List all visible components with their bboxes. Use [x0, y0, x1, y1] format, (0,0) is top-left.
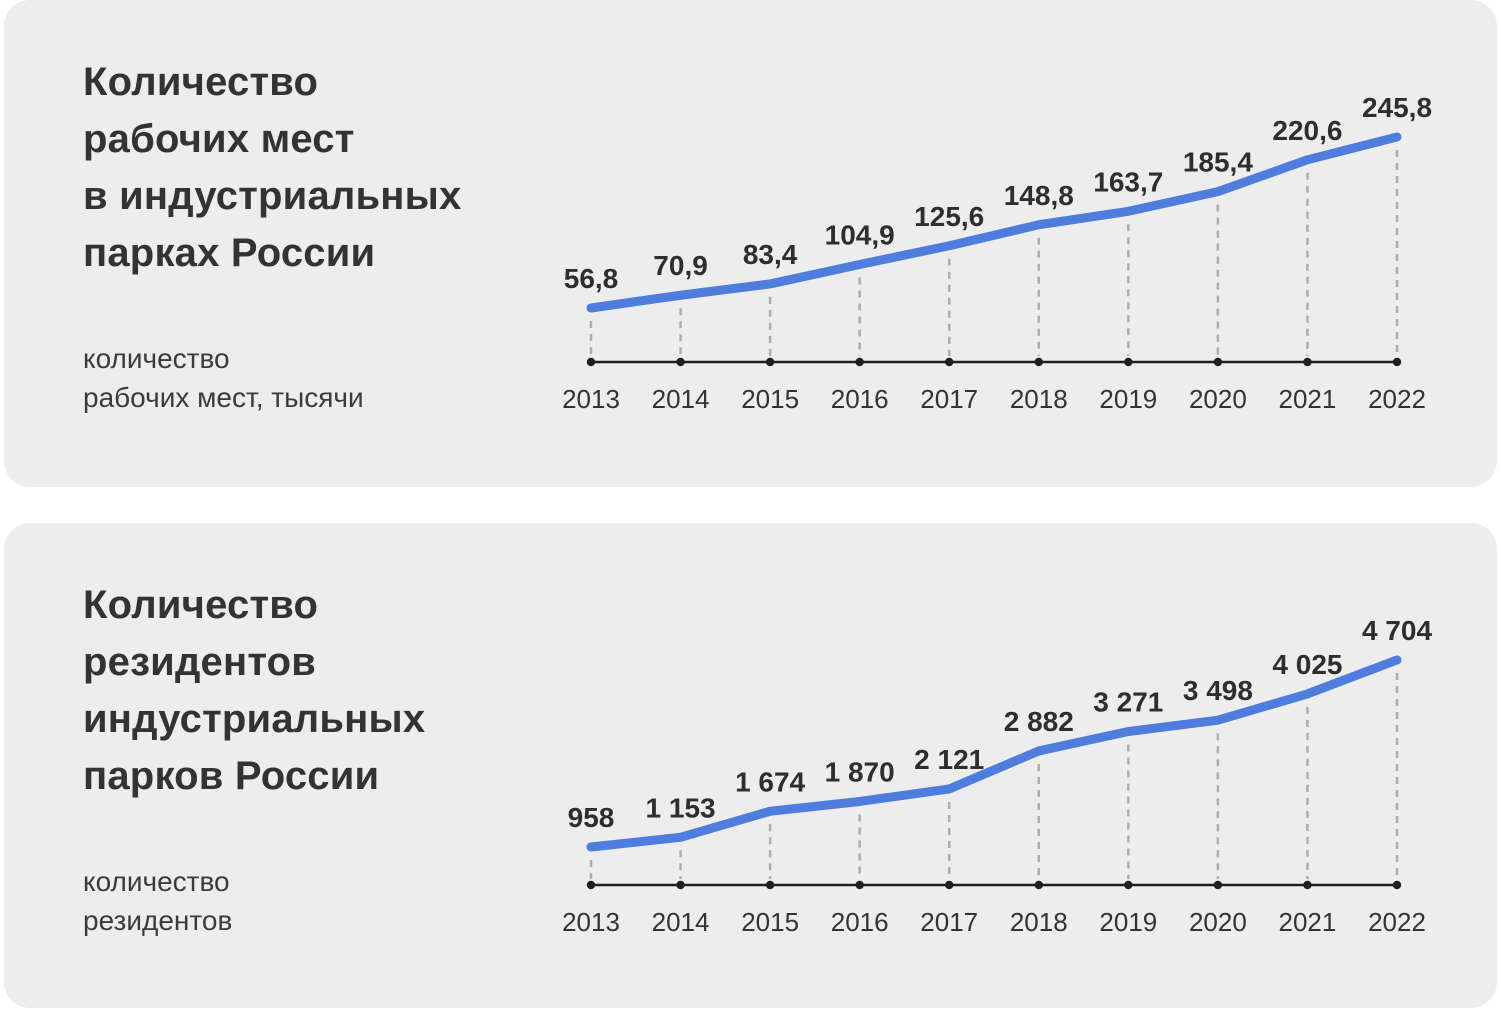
data-point-value-label: 2 121	[914, 744, 984, 775]
year-tick-label: 2020	[1189, 907, 1247, 937]
axis-tick-dot	[676, 357, 685, 367]
data-point-value-label: 104,9	[825, 219, 895, 250]
data-point-value-label: 1 153	[646, 792, 716, 823]
year-tick-label: 2019	[1099, 907, 1157, 937]
axis-tick-dot	[586, 357, 596, 367]
data-point-value-label: 2 882	[1004, 706, 1074, 737]
year-tick-label: 2017	[920, 907, 978, 937]
axis-tick-dot	[1124, 880, 1133, 890]
data-point-value-label: 3 498	[1183, 675, 1253, 706]
year-tick-label: 2019	[1099, 384, 1157, 414]
year-tick-label: 2018	[1010, 907, 1068, 937]
jobs-chart-y-axis-label: количество рабочих мест, тысячи	[83, 339, 364, 417]
data-point-value-label: 4 025	[1272, 649, 1342, 680]
residents-chart-title: Количество резидентов индустриальных пар…	[83, 577, 425, 805]
chart-subtitle-line: рабочих мест, тысячи	[83, 382, 364, 413]
year-tick-label: 2018	[1010, 384, 1068, 414]
axis-tick-dot	[1303, 357, 1312, 367]
data-point-value-label: 245,8	[1362, 92, 1432, 123]
axis-tick-dot	[1213, 357, 1223, 367]
chart-title-line: парках России	[83, 231, 376, 275]
axis-tick-dot	[855, 357, 864, 367]
chart-subtitle-line: количество	[83, 866, 230, 897]
year-tick-label: 2022	[1368, 384, 1426, 414]
data-point-value-label: 163,7	[1093, 166, 1163, 197]
axis-tick-dot	[1213, 880, 1223, 890]
data-point-value-label: 185,4	[1183, 147, 1253, 178]
axis-tick-dot	[765, 357, 775, 367]
data-point-value-label: 958	[568, 802, 615, 833]
data-point-value-label: 148,8	[1004, 180, 1074, 211]
axis-tick-dot	[1392, 880, 1402, 890]
year-tick-label: 2015	[741, 384, 799, 414]
axis-tick-dot	[1392, 357, 1402, 367]
chart-title-line: резидентов	[83, 640, 317, 684]
chart-subtitle-line: количество	[83, 343, 230, 374]
chart-title-line: индустриальных	[83, 697, 426, 741]
axis-tick-dot	[1034, 357, 1043, 367]
axis-tick-dot	[676, 880, 685, 890]
year-tick-label: 2021	[1279, 384, 1337, 414]
residents-line-chart: 2013 958 2014 1 153 2015 1 674 2016 1 870 2017 2 …	[562, 615, 1432, 937]
trend-line	[586, 132, 1402, 313]
data-point-value-label: 3 271	[1093, 687, 1163, 718]
chart-title-line: рабочих мест	[83, 117, 355, 161]
chart-subtitle-line: резидентов	[83, 905, 233, 936]
axis-tick-dot	[765, 880, 775, 890]
year-tick-label: 2013	[562, 907, 620, 937]
trend-line	[586, 655, 1402, 852]
year-tick-label: 2020	[1189, 384, 1247, 414]
jobs-chart-card: Количество рабочих мест в индустриальных…	[4, 0, 1497, 487]
year-tick-label: 2021	[1279, 907, 1337, 937]
data-point-value-label: 4 704	[1362, 615, 1432, 646]
year-tick-label: 2022	[1368, 907, 1426, 937]
jobs-line-chart: 2013 56,8 2014 70,9 2015 83,4 2016 104,9 2017 125…	[562, 92, 1432, 414]
axis-tick-dot	[945, 357, 954, 367]
jobs-chart-title: Количество рабочих мест в индустриальных…	[83, 54, 461, 282]
axis-tick-dot	[1124, 357, 1133, 367]
data-point-value-label: 1 870	[825, 756, 895, 787]
chart-title-line: в индустриальных	[83, 174, 462, 218]
year-tick-label: 2016	[831, 384, 889, 414]
chart-title-line: парков России	[83, 754, 380, 798]
year-tick-label: 2014	[652, 384, 710, 414]
axis-tick-dot	[1303, 880, 1312, 890]
year-tick-label: 2013	[562, 384, 620, 414]
axis-tick-dot	[586, 880, 596, 890]
data-point-value-label: 83,4	[743, 239, 798, 270]
data-point-value-label: 56,8	[564, 263, 619, 294]
axis-tick-dot	[855, 880, 864, 890]
residents-chart-card: Количество резидентов индустриальных пар…	[4, 523, 1497, 1008]
year-tick-label: 2016	[831, 907, 889, 937]
data-point-value-label: 70,9	[653, 250, 708, 281]
year-tick-label: 2015	[741, 907, 799, 937]
data-point-value-label: 1 674	[735, 766, 805, 797]
axis-tick-dot	[945, 880, 954, 890]
year-tick-label: 2014	[652, 907, 710, 937]
axis-tick-dot	[1034, 880, 1043, 890]
data-point-value-label: 220,6	[1272, 115, 1342, 146]
data-point-value-label: 125,6	[914, 201, 984, 232]
year-tick-label: 2017	[920, 384, 978, 414]
residents-chart-y-axis-label: количество резидентов	[83, 862, 232, 940]
chart-title-line: Количество	[83, 583, 319, 627]
chart-title-line: Количество	[83, 60, 319, 104]
